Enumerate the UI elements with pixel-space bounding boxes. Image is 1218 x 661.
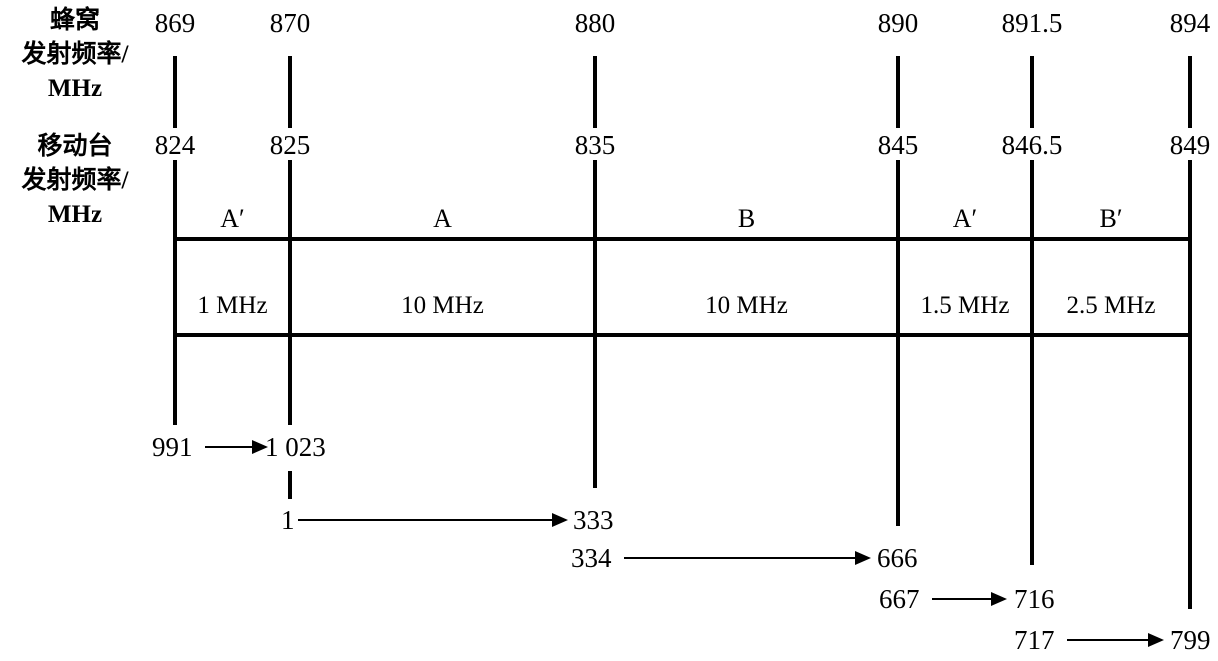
channel-start-334: 334 <box>571 543 612 573</box>
channel-arrow-line-5 <box>1067 639 1151 641</box>
channel-start-991: 991 <box>152 432 193 462</box>
band-name-b: B <box>737 204 756 233</box>
channel-end-716: 716 <box>1014 584 1055 614</box>
band-bandwidth-a-prime-lower: 1 MHz <box>197 292 268 319</box>
channel-start-667: 667 <box>879 584 920 614</box>
band-name-b-prime: B′ <box>1099 204 1123 233</box>
channel-start-1: 1 <box>281 505 295 535</box>
band-divider-846-5 <box>1030 160 1034 565</box>
scale-connector-tick-1 <box>173 56 177 128</box>
band-name-a-prime-lower: A′ <box>220 204 245 233</box>
band-divider-824 <box>173 160 177 425</box>
channel-arrow-line-1 <box>205 446 259 448</box>
channel-arrow-head-5 <box>1148 633 1164 647</box>
cell-tick-label-880: 880 <box>574 8 616 38</box>
band-divider-845 <box>896 160 900 526</box>
scale-connector-tick-2 <box>288 56 292 128</box>
channel-arrow-head-2 <box>552 513 568 527</box>
spectrum-bar-bottom-rule <box>173 333 1192 337</box>
band-name-a: A <box>433 204 452 233</box>
mobile-tx-frequency-label: 移动台 发射频率/ MHz <box>21 133 129 228</box>
cell-tick-label-870: 870 <box>269 8 311 38</box>
mobile-tick-label-835: 835 <box>574 130 616 160</box>
channel-arrow-head-3 <box>855 551 871 565</box>
cell-tx-frequency-label: 蜂窝 发射频率/ MHz <box>21 7 129 102</box>
band-bandwidth-a-prime-upper: 1.5 MHz <box>920 292 1010 319</box>
channel-end-799: 799 <box>1170 625 1211 655</box>
cell-tick-label-891-5: 891.5 <box>1001 8 1063 38</box>
channel-end-666: 666 <box>877 543 918 573</box>
band-name-a-prime-upper: A′ <box>952 204 978 233</box>
channel-arrow-line-4 <box>932 598 994 600</box>
band-bandwidth-b: 10 MHz <box>705 292 788 319</box>
band-bandwidth-a: 10 MHz <box>401 292 484 319</box>
channel-end-333: 333 <box>573 505 614 535</box>
scale-connector-tick-5 <box>1030 56 1034 128</box>
channel-arrow-head-1 <box>252 440 268 454</box>
channel-start-717: 717 <box>1014 625 1055 655</box>
scale-connector-tick-6 <box>1188 56 1192 128</box>
cell-tick-label-869: 869 <box>154 8 196 38</box>
band-divider-849 <box>1188 160 1192 609</box>
mobile-tick-label-845: 845 <box>877 130 919 160</box>
band-divider-825-upper <box>288 160 292 425</box>
channel-end-1023: 1 023 <box>265 432 326 462</box>
scale-connector-tick-3 <box>593 56 597 128</box>
channel-arrow-line-2 <box>298 519 556 521</box>
channel-arrow-head-4 <box>991 592 1007 606</box>
band-divider-835 <box>593 160 597 488</box>
mobile-tick-label-825: 825 <box>269 130 311 160</box>
mobile-tick-label-849: 849 <box>1169 130 1211 160</box>
mobile-tick-label-846-5: 846.5 <box>1001 130 1063 160</box>
channel-arrow-line-3 <box>624 557 858 559</box>
mobile-tick-label-824: 824 <box>154 130 196 160</box>
scale-connector-tick-4 <box>896 56 900 128</box>
spectrum-bar-top-rule <box>173 237 1192 241</box>
band-divider-825-lower <box>288 471 292 499</box>
cell-tick-label-894: 894 <box>1169 8 1211 38</box>
band-bandwidth-b-prime: 2.5 MHz <box>1066 292 1156 319</box>
cell-tick-label-890: 890 <box>877 8 919 38</box>
